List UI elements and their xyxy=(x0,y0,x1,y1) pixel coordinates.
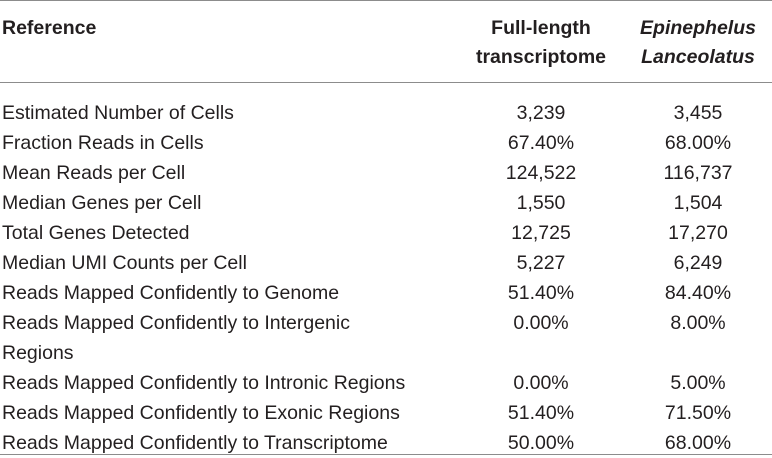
table-row: Fraction Reads in Cells 67.40% 68.00% xyxy=(0,128,772,158)
row-value-epinephelus: 1,504 xyxy=(673,192,723,214)
table-row: Estimated Number of Cells 3,239 3,455 xyxy=(0,98,772,128)
table-row: Reads Mapped Confidently to Exonic Regio… xyxy=(0,398,772,428)
row-value-epinephelus: 5.00% xyxy=(670,372,726,394)
table-row: Total Genes Detected 12,725 17,270 xyxy=(0,218,772,248)
top-rule xyxy=(0,0,772,1)
row-label: Median UMI Counts per Cell xyxy=(2,252,247,274)
row-value-epinephelus: 84.40% xyxy=(664,282,732,304)
table-row: Median Genes per Cell 1,550 1,504 xyxy=(0,188,772,218)
row-value-full-length: 51.40% xyxy=(507,282,575,304)
table-row: Mean Reads per Cell 124,522 116,737 xyxy=(0,158,772,188)
header-reference: Reference xyxy=(2,17,97,39)
header-full-length-transcriptome: Full-length transcriptome xyxy=(470,14,612,72)
header-col1-line1: Full-length xyxy=(491,17,591,39)
row-value-full-length: 12,725 xyxy=(511,222,571,244)
row-value-epinephelus: 68.00% xyxy=(664,132,732,154)
row-value-epinephelus: 116,737 xyxy=(663,162,733,184)
row-value-full-length: 67.40% xyxy=(507,132,575,154)
header-rule xyxy=(0,82,772,83)
table-body: Estimated Number of Cells 3,239 3,455 Fr… xyxy=(0,98,772,458)
table-row: Reads Mapped Confidently to Intergenic R… xyxy=(0,308,772,368)
row-label: Reads Mapped Confidently to Intergenic R… xyxy=(2,308,457,368)
header-epinephelus-lanceolatus: Epinephelus Lanceolatus xyxy=(628,14,768,72)
row-label: Reads Mapped Confidently to Intronic Reg… xyxy=(2,372,406,394)
header-col2-line1: Epinephelus xyxy=(640,17,756,39)
row-value-epinephelus: 3,455 xyxy=(673,102,723,124)
row-label: Reads Mapped Confidently to Transcriptom… xyxy=(2,432,388,454)
row-value-full-length: 3,239 xyxy=(516,102,566,124)
header-col1-line2: transcriptome xyxy=(475,46,607,68)
row-value-full-length: 5,227 xyxy=(516,252,566,274)
row-label: Fraction Reads in Cells xyxy=(2,132,204,154)
row-value-full-length: 124,522 xyxy=(505,162,577,184)
row-label-line2: Regions xyxy=(2,342,74,364)
row-value-epinephelus: 8.00% xyxy=(670,312,726,334)
table-row: Reads Mapped Confidently to Transcriptom… xyxy=(0,428,772,458)
row-value-full-length: 51.40% xyxy=(507,402,575,424)
header-col2-line2: Lanceolatus xyxy=(641,46,755,68)
table-row: Reads Mapped Confidently to Intronic Reg… xyxy=(0,368,772,398)
row-value-full-length: 0.00% xyxy=(513,312,569,334)
row-value-full-length: 50.00% xyxy=(507,432,575,454)
row-label: Reads Mapped Confidently to Genome xyxy=(2,282,340,304)
row-value-epinephelus: 68.00% xyxy=(664,432,732,454)
table-row: Median UMI Counts per Cell 5,227 6,249 xyxy=(0,248,772,278)
row-value-epinephelus: 6,249 xyxy=(673,252,723,274)
row-label: Total Genes Detected xyxy=(2,222,190,244)
row-value-epinephelus: 17,270 xyxy=(668,222,728,244)
table-row: Reads Mapped Confidently to Genome 51.40… xyxy=(0,278,772,308)
row-label: Estimated Number of Cells xyxy=(2,102,234,124)
row-label: Median Genes per Cell xyxy=(2,192,202,214)
row-label: Mean Reads per Cell xyxy=(2,162,186,184)
row-value-full-length: 1,550 xyxy=(516,192,566,214)
row-label: Reads Mapped Confidently to Exonic Regio… xyxy=(2,402,400,424)
row-value-full-length: 0.00% xyxy=(513,372,569,394)
row-label-line1: Reads Mapped Confidently to Intergenic xyxy=(2,312,350,334)
row-value-epinephelus: 71.50% xyxy=(664,402,732,424)
